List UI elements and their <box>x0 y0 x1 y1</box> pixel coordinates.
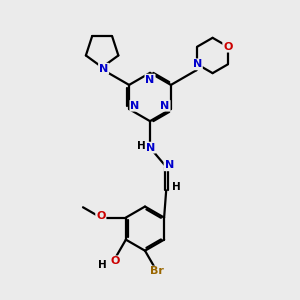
Text: H: H <box>172 182 181 192</box>
Text: N: N <box>99 64 108 74</box>
Text: H: H <box>98 260 106 270</box>
Text: O: O <box>223 42 232 52</box>
Text: H: H <box>137 141 146 151</box>
Text: N: N <box>146 142 155 153</box>
Text: N: N <box>193 59 202 69</box>
Text: N: N <box>160 101 170 111</box>
Text: O: O <box>96 211 106 221</box>
Text: N: N <box>146 75 154 85</box>
Text: Br: Br <box>150 266 164 277</box>
Text: N: N <box>164 160 174 170</box>
Text: O: O <box>110 256 119 266</box>
Text: N: N <box>130 101 140 111</box>
